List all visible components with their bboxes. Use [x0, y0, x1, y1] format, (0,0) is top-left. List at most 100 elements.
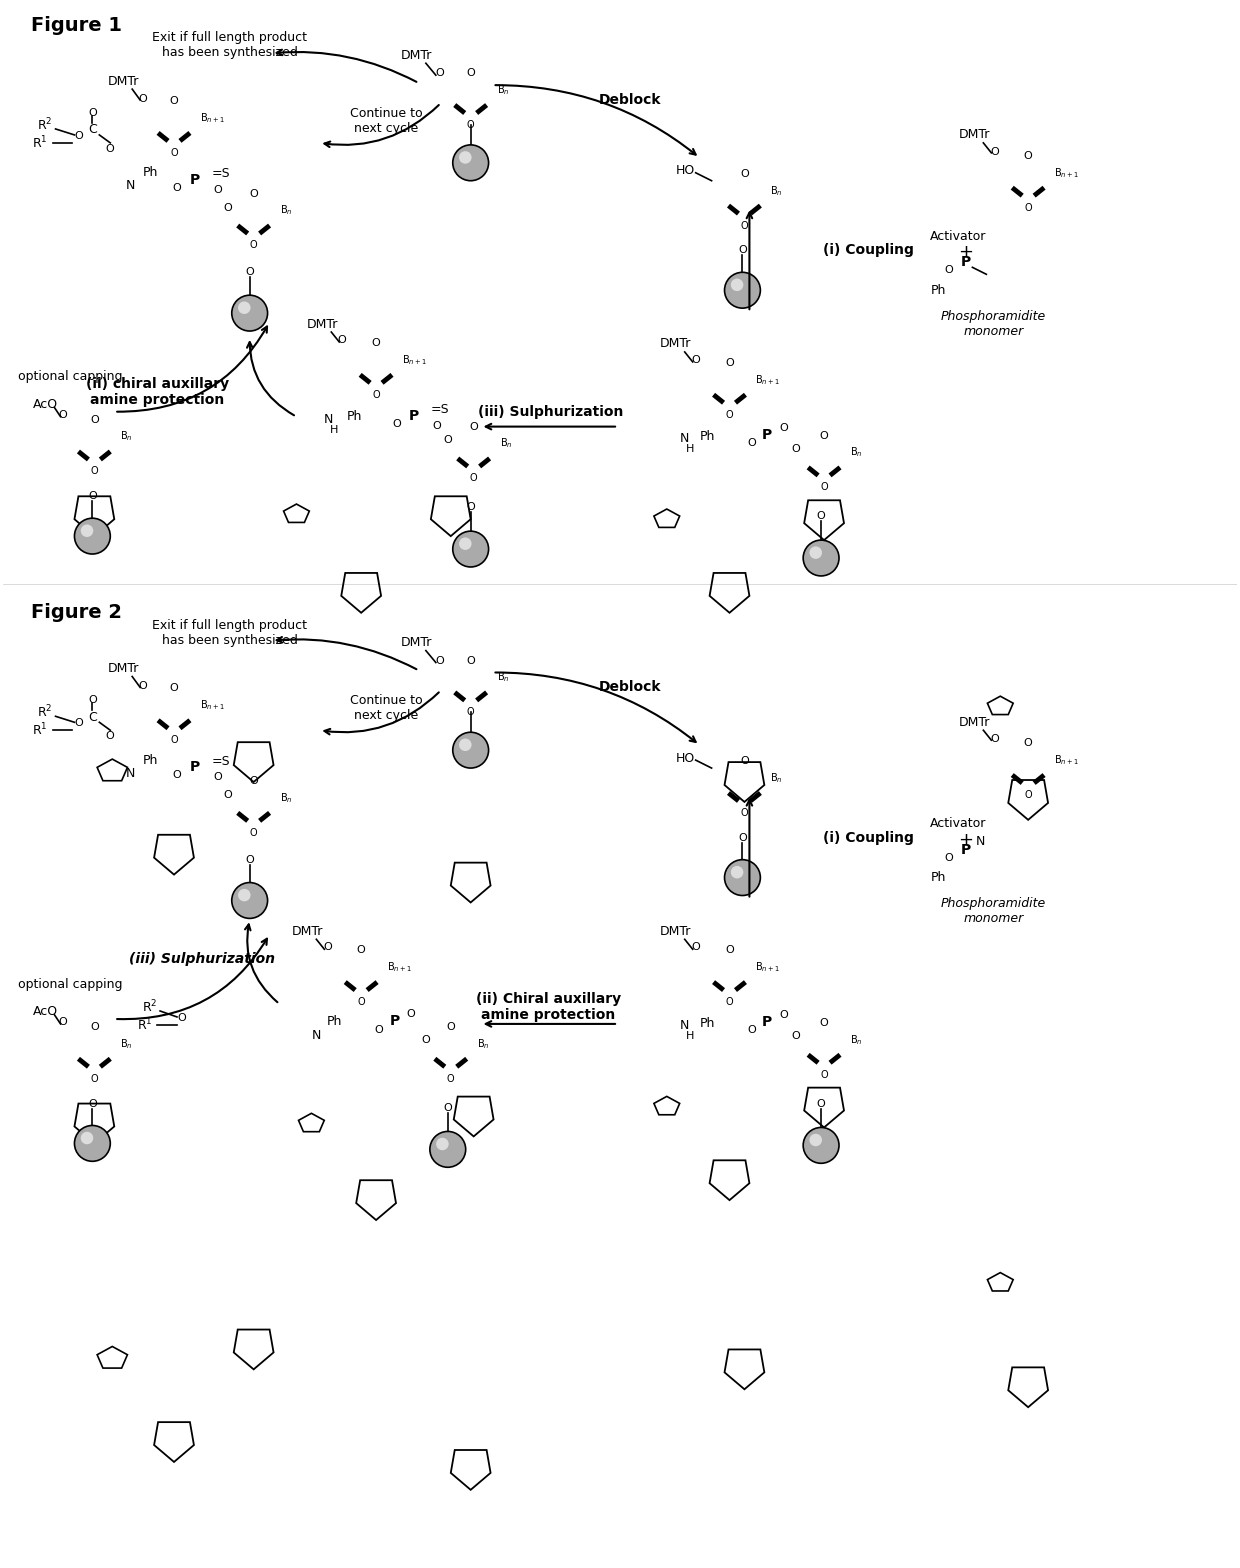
Text: P: P: [763, 1014, 773, 1029]
Text: Ph: Ph: [931, 872, 946, 884]
Text: O: O: [91, 1074, 98, 1083]
Text: DMTr: DMTr: [959, 129, 990, 141]
Text: DMTr: DMTr: [108, 662, 139, 674]
Text: O: O: [374, 1025, 383, 1035]
Text: O: O: [322, 942, 331, 952]
Text: B$_{n+1}$: B$_{n+1}$: [200, 111, 224, 125]
Text: O: O: [213, 771, 222, 782]
Text: P: P: [763, 428, 773, 442]
Text: O: O: [1024, 739, 1033, 748]
Text: +: +: [959, 831, 973, 848]
Circle shape: [232, 883, 268, 919]
Text: Deblock: Deblock: [599, 681, 661, 695]
Circle shape: [232, 295, 268, 331]
Text: O: O: [170, 147, 177, 158]
Circle shape: [724, 859, 760, 895]
Text: P: P: [960, 256, 971, 270]
Text: O: O: [446, 1074, 455, 1083]
Text: B$_n$: B$_n$: [849, 445, 863, 459]
Circle shape: [724, 273, 760, 309]
Text: N: N: [125, 179, 135, 193]
Text: O: O: [91, 466, 98, 477]
Circle shape: [804, 1127, 839, 1163]
Text: O: O: [88, 695, 97, 706]
Text: C: C: [88, 124, 97, 136]
Text: O: O: [944, 265, 952, 276]
Text: N: N: [125, 767, 135, 779]
Text: O: O: [74, 130, 83, 141]
Text: O: O: [170, 684, 179, 693]
Text: O: O: [469, 422, 479, 431]
Circle shape: [810, 1134, 822, 1146]
Text: O: O: [170, 735, 177, 745]
Text: Activator: Activator: [930, 230, 987, 243]
Text: O: O: [740, 221, 748, 230]
Text: B$_{n+1}$: B$_{n+1}$: [755, 960, 780, 974]
Text: N: N: [680, 1019, 689, 1032]
Text: O: O: [139, 94, 148, 103]
Text: O: O: [249, 188, 258, 199]
Text: Continue to
next cycle: Continue to next cycle: [350, 695, 423, 723]
Text: (iii) Sulphurization: (iii) Sulphurization: [129, 952, 275, 966]
Text: (i) Coupling: (i) Coupling: [823, 831, 914, 845]
Text: DMTr: DMTr: [401, 49, 433, 61]
Text: O: O: [249, 828, 258, 837]
Text: O: O: [820, 431, 828, 441]
Text: (i) Coupling: (i) Coupling: [823, 243, 914, 257]
Text: =S: =S: [212, 168, 231, 180]
Text: R$^1$: R$^1$: [32, 721, 47, 739]
Text: O: O: [172, 770, 181, 779]
Text: O: O: [817, 1099, 826, 1109]
Text: O: O: [433, 420, 441, 431]
Text: O: O: [357, 997, 365, 1007]
Text: O: O: [249, 776, 258, 786]
Text: B$_{n+1}$: B$_{n+1}$: [200, 698, 224, 712]
Text: O: O: [1024, 151, 1033, 162]
Text: O: O: [88, 1099, 97, 1109]
Text: Ph: Ph: [143, 166, 157, 179]
Text: B$_{n+1}$: B$_{n+1}$: [1054, 753, 1079, 767]
Text: O: O: [223, 202, 232, 213]
Circle shape: [74, 1126, 110, 1162]
Text: B$_n$: B$_n$: [476, 1036, 490, 1051]
Text: =S: =S: [430, 403, 449, 416]
Text: Phosphoramidite
monomer: Phosphoramidite monomer: [941, 897, 1047, 925]
Text: P: P: [960, 842, 971, 856]
Circle shape: [810, 546, 822, 558]
Text: O: O: [172, 183, 181, 193]
Text: B$_n$: B$_n$: [770, 183, 782, 198]
Circle shape: [74, 517, 110, 554]
Text: O: O: [1024, 202, 1032, 213]
Text: O: O: [357, 946, 366, 955]
Text: B$_n$: B$_n$: [500, 436, 512, 450]
Text: B$_n$: B$_n$: [770, 771, 782, 786]
Text: O: O: [446, 1022, 455, 1032]
Text: O: O: [393, 419, 402, 428]
Text: N: N: [311, 1029, 321, 1043]
Text: O: O: [88, 108, 97, 118]
Text: DMTr: DMTr: [959, 715, 990, 729]
Text: O: O: [177, 1013, 186, 1022]
Text: B$_n$: B$_n$: [496, 671, 510, 684]
Text: O: O: [466, 707, 475, 717]
Text: O: O: [249, 240, 258, 251]
Text: B$_{n+1}$: B$_{n+1}$: [755, 373, 780, 387]
Circle shape: [238, 301, 250, 314]
Circle shape: [804, 539, 839, 575]
Text: O: O: [725, 997, 733, 1007]
Text: O: O: [246, 267, 254, 278]
Text: O: O: [779, 1010, 787, 1019]
Circle shape: [436, 1138, 449, 1151]
Text: H: H: [686, 1030, 694, 1041]
Text: O: O: [223, 790, 232, 800]
Text: P: P: [190, 172, 200, 187]
Text: B$_n$: B$_n$: [496, 83, 510, 97]
Text: O: O: [407, 1008, 415, 1019]
Text: R$^2$: R$^2$: [37, 116, 52, 133]
Text: O: O: [691, 942, 701, 952]
Text: P: P: [389, 1014, 401, 1029]
Text: P: P: [409, 409, 419, 423]
Text: optional capping: optional capping: [19, 370, 123, 383]
Circle shape: [730, 866, 743, 878]
Text: O: O: [444, 434, 453, 445]
